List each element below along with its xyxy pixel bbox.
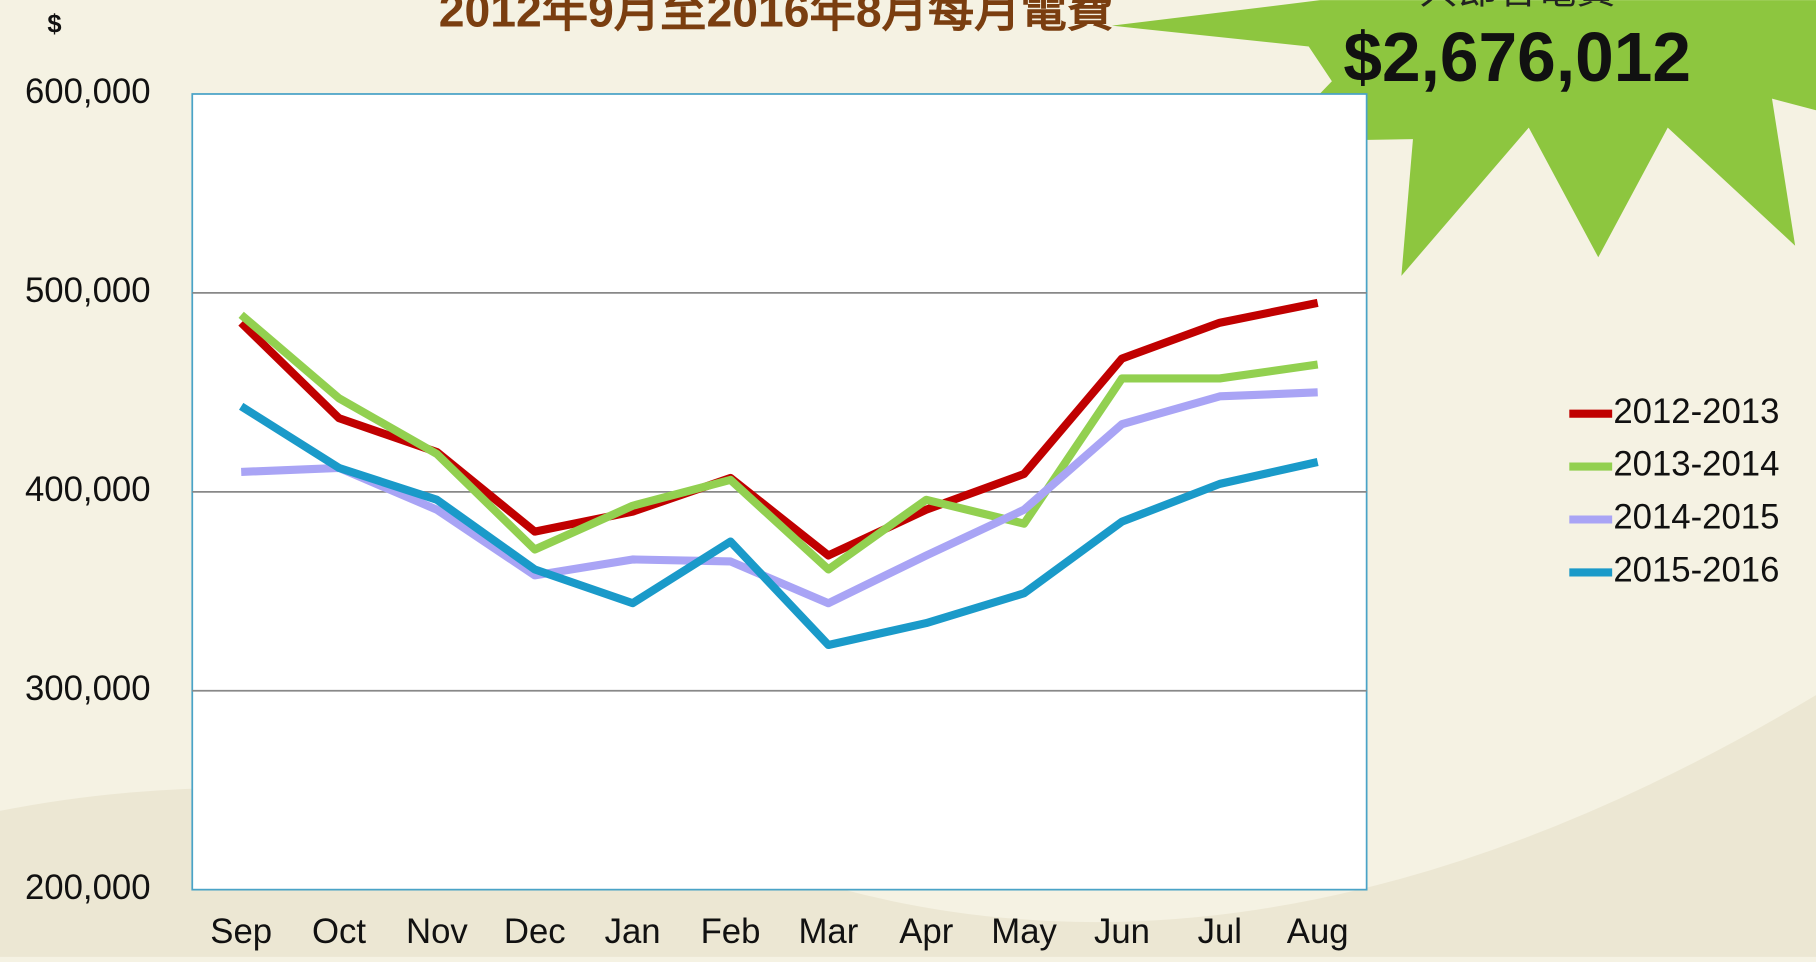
x-tick-label: Jul <box>1198 913 1242 951</box>
callout-label: 共節省電費 <box>1419 0 1616 13</box>
x-tick-label: Sep <box>210 913 272 951</box>
legend-label: 2014-2015 <box>1613 499 1779 537</box>
legend-label: 2015-2016 <box>1613 552 1779 590</box>
y-tick-label: 400,000 <box>25 471 151 509</box>
x-tick-label: Oct <box>312 913 366 951</box>
x-tick-label: Nov <box>406 913 468 951</box>
x-tick-label: Feb <box>701 913 761 951</box>
y-tick-label: 200,000 <box>25 869 151 907</box>
x-tick-label: Dec <box>504 913 566 951</box>
legend-label: 2013-2014 <box>1613 446 1779 484</box>
y-tick-label: 600,000 <box>25 73 151 111</box>
x-tick-label: Jan <box>605 913 661 951</box>
legend-label: 2012-2013 <box>1613 393 1779 431</box>
chart: 共節省電費 $2,676,012 2012年9月至2016年8月每月電費 $ 2… <box>0 0 1816 957</box>
callout-value: $2,676,012 <box>1343 18 1691 96</box>
y-axis-label: $ <box>47 10 61 38</box>
chart-title: 2012年9月至2016年8月每月電費 <box>439 0 1113 36</box>
y-tick-label: 300,000 <box>25 670 151 708</box>
x-tick-label: Mar <box>798 913 858 951</box>
x-tick-label: Apr <box>899 913 953 951</box>
y-tick-label: 500,000 <box>25 272 151 310</box>
x-tick-label: Jun <box>1094 913 1150 951</box>
page: {"chart_data": {"type": "line", "title":… <box>0 0 1816 957</box>
x-tick-label: Aug <box>1287 913 1349 951</box>
x-tick-label: May <box>991 913 1057 951</box>
